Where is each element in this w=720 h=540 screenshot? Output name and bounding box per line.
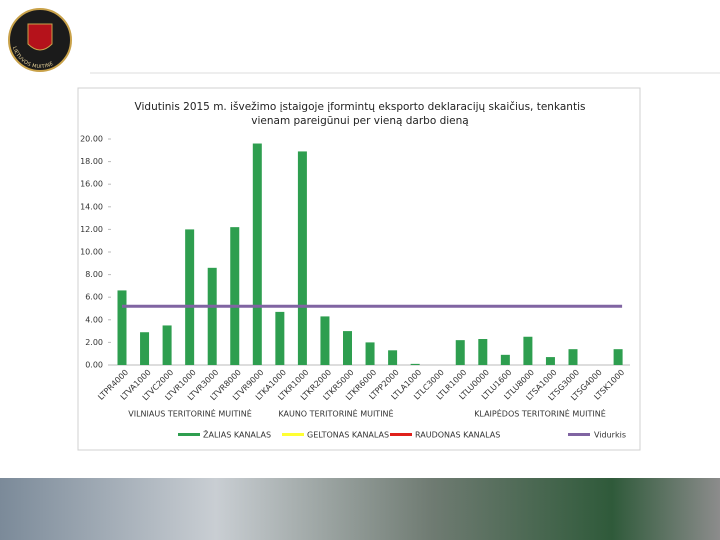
group-label: KAUNO TERITORINĖ MUITINĖ (278, 409, 393, 419)
y-tick-label: 16.00 (80, 180, 103, 189)
bar (500, 354, 510, 365)
bar (455, 340, 465, 365)
bar (207, 267, 217, 365)
logo: LIETUVOS MUITINĖ (8, 8, 72, 72)
bar (613, 349, 623, 365)
group-label: VILNIAUS TERITORINĖ MUITINĖ (128, 409, 252, 419)
bar (365, 342, 375, 365)
legend-swatch (390, 433, 412, 436)
bar (252, 143, 262, 365)
chart-title: Vidutinis 2015 m. išvežimo įstaigoje įfo… (135, 101, 586, 113)
bar (140, 332, 150, 365)
chart-title: vienam pareigūnui per vieną darbo dieną (251, 115, 468, 127)
legend-swatch (568, 433, 590, 436)
bar (388, 350, 398, 365)
y-tick-label: 14.00 (80, 202, 103, 211)
bar (117, 290, 127, 365)
legend-label: Vidurkis (594, 431, 626, 440)
legend-label: ŽALIAS KANALAS (203, 429, 271, 440)
bar (162, 325, 172, 365)
bar (478, 339, 488, 365)
bar (185, 229, 195, 365)
y-tick-label: 8.00 (85, 270, 103, 279)
bar (343, 331, 352, 365)
bar (568, 349, 578, 365)
bar (320, 316, 330, 365)
y-tick-label: 6.00 (85, 293, 103, 302)
legend-swatch (178, 433, 200, 436)
bar (297, 151, 307, 365)
y-tick-label: 18.00 (80, 157, 103, 166)
legend-label: RAUDONAS KANALAS (415, 431, 500, 440)
y-tick-label: 4.00 (85, 315, 103, 324)
photo-strip (0, 478, 720, 540)
bar (230, 227, 240, 365)
group-label: KLAIPĖDOS TERITORINĖ MUITINĖ (474, 409, 606, 419)
legend-label: GELTONAS KANALAS (307, 431, 389, 440)
bar (410, 363, 420, 365)
y-tick-label: 0.00 (85, 361, 103, 370)
y-tick-label: 10.00 (80, 248, 103, 257)
bar (523, 336, 533, 365)
y-tick-label: 12.00 (80, 225, 103, 234)
chart-frame (77, 87, 641, 451)
y-tick-label: 2.00 (85, 338, 103, 347)
bar (545, 357, 555, 365)
bar (275, 311, 285, 365)
legend-swatch (282, 433, 304, 436)
y-tick-label: 20.00 (80, 135, 103, 144)
